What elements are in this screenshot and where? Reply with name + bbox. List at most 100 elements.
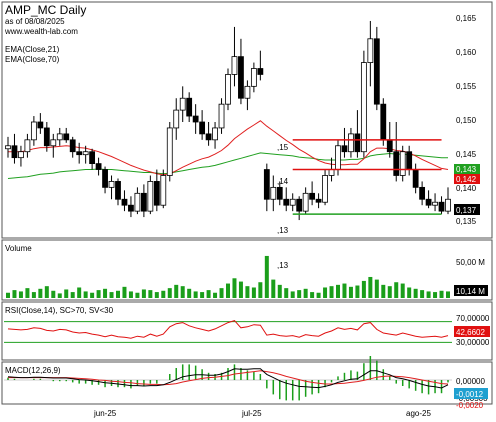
volume-bar (368, 276, 373, 298)
candle (205, 122, 212, 146)
candle (82, 145, 89, 164)
volume-bar (57, 293, 62, 298)
macd-pane-label: MACD(12,26,9) (5, 366, 61, 375)
candle-body (367, 38, 374, 63)
candle-body (238, 56, 244, 99)
volume-bar (83, 291, 88, 298)
volume-tick: 50,00 M (456, 258, 485, 267)
candle (18, 145, 24, 167)
macd-signal-path (8, 370, 449, 386)
candle (432, 193, 438, 212)
candle-body (289, 198, 296, 206)
candle (438, 196, 445, 215)
volume-bar (323, 287, 328, 298)
candle (5, 136, 11, 158)
volume-bar (258, 282, 263, 298)
x-axis-label: ago-25 (406, 409, 431, 418)
candle (354, 110, 361, 158)
volume-last-badge: 10,14 M (454, 285, 488, 296)
ema21-badge: 0,143 (454, 164, 480, 174)
volume-bar (154, 292, 159, 298)
macd-signal-badge: -0,0020 (456, 401, 484, 410)
candle (63, 127, 70, 143)
volume-bar (180, 286, 185, 298)
ema70-line (7, 152, 448, 179)
volume-bar (271, 279, 276, 298)
candle (192, 104, 199, 134)
volume-bar (426, 291, 431, 298)
candle-body (5, 145, 11, 150)
candle (95, 157, 102, 176)
volume-bar (122, 286, 127, 298)
candle (425, 190, 432, 209)
price-annotation: ,14 (277, 177, 289, 186)
volume-bar (251, 287, 256, 298)
rsi-pane-label: RSI(Close,14), SC>70, SV<30 (5, 306, 114, 315)
volume-bar (187, 288, 192, 298)
candle (89, 148, 96, 170)
candle-body (341, 145, 348, 153)
candle-body (406, 151, 413, 170)
rsi-pane (1, 301, 493, 361)
candle-body (199, 121, 206, 135)
candle (30, 116, 37, 146)
volume-bar (439, 290, 444, 298)
candle-body (270, 186, 277, 200)
candle (160, 169, 167, 209)
candle (212, 122, 218, 149)
candle-body (186, 97, 193, 117)
horizontal-levels[interactable] (292, 139, 442, 215)
candle (238, 38, 244, 105)
candle-body (257, 68, 264, 75)
candle-body (263, 169, 270, 200)
volume-bar (109, 292, 114, 298)
candle-body (63, 133, 70, 141)
volume-bar (90, 292, 95, 298)
last-close-badge-text: 0,137 (456, 206, 477, 215)
candle (380, 98, 387, 146)
volume-bar (310, 292, 315, 298)
volume-bar (31, 292, 36, 298)
volume-bar (290, 291, 295, 298)
candle-body (37, 121, 44, 129)
x-axis: jun-25 jul-25 ago-25 (93, 409, 431, 418)
price-pane (1, 1, 493, 239)
candle (263, 163, 270, 212)
candle-body (218, 103, 225, 129)
candle (147, 175, 154, 215)
volume-bar (316, 292, 321, 298)
volume-bar (219, 288, 224, 298)
price-annotation: ,15 (277, 143, 289, 152)
volume-bar (25, 288, 30, 298)
candle-body (373, 38, 380, 105)
candle-body (89, 151, 96, 164)
macd-tick: 0,00000 (456, 377, 485, 386)
candle-body (153, 181, 160, 206)
candle (102, 166, 108, 194)
candle (302, 187, 309, 215)
candle (134, 187, 141, 215)
volume-bar (96, 290, 101, 298)
candle (108, 175, 115, 200)
volume-annotation: ,13 (277, 261, 289, 270)
rsi-path (7, 320, 449, 339)
price-tick: 0,165 (456, 14, 477, 23)
candle-body (30, 121, 37, 141)
volume-bar (433, 292, 438, 298)
candle-body (121, 198, 128, 206)
volume-bar (70, 292, 75, 298)
rsi-line (4, 320, 452, 343)
volume-bar (284, 288, 289, 298)
candle (283, 187, 290, 212)
candle-body (160, 175, 167, 206)
volume-bar (135, 292, 140, 298)
volume-bar (148, 290, 153, 298)
macd-path (7, 368, 449, 389)
candle (140, 184, 147, 218)
volume-bar (141, 289, 146, 298)
volume-bar (245, 286, 250, 298)
price-annotation: ,13 (277, 226, 289, 235)
candle-body (296, 198, 303, 212)
candle (315, 193, 322, 209)
